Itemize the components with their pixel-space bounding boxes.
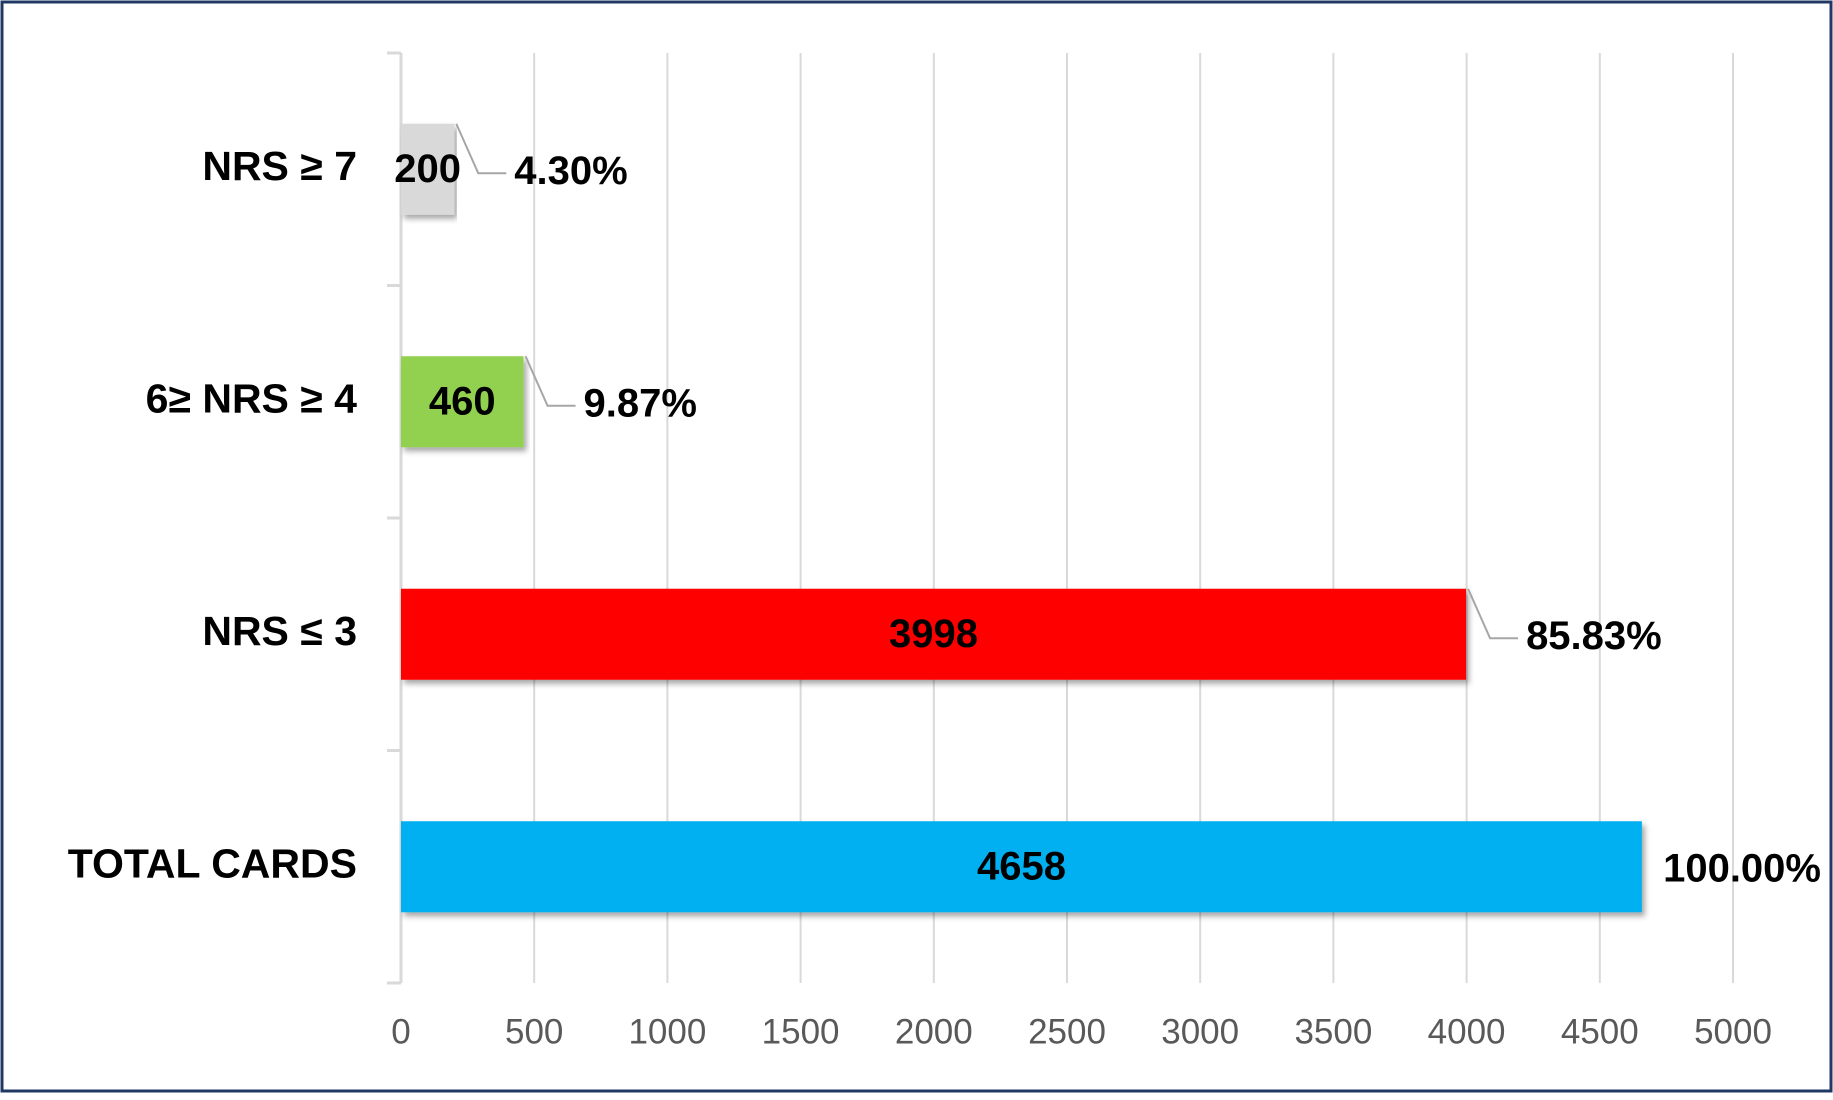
value-label: 200	[394, 147, 461, 191]
bar	[401, 123, 455, 215]
category-label: 6≥ NRS ≥ 4	[146, 376, 358, 422]
x-tick-label: 4000	[1428, 1012, 1506, 1051]
x-tick-label: 1500	[762, 1012, 840, 1051]
value-label: 3998	[889, 612, 978, 656]
x-tick-label: 5000	[1694, 1012, 1772, 1051]
bar	[401, 356, 524, 448]
leader-line	[455, 123, 507, 175]
x-tick-label: 4500	[1561, 1012, 1639, 1051]
x-tick-label: 2500	[1028, 1012, 1106, 1051]
x-tick-label: 0	[391, 1012, 410, 1051]
percent-label: 9.87%	[584, 381, 697, 425]
category-label: NRS ≤ 3	[202, 608, 357, 654]
value-label: 460	[429, 379, 496, 423]
leader-line	[524, 355, 576, 407]
percent-label: 100.00%	[1663, 846, 1821, 890]
bar	[401, 588, 1467, 680]
category-label: NRS ≥ 7	[202, 143, 357, 189]
x-tick-label: 3500	[1294, 1012, 1372, 1051]
category-label: TOTAL CARDS	[68, 841, 357, 887]
percent-label: 4.30%	[514, 149, 627, 193]
value-label: 4658	[977, 844, 1066, 888]
x-tick-label: 2000	[895, 1012, 973, 1051]
leader-line	[1467, 588, 1519, 640]
x-tick-label: 500	[505, 1012, 563, 1051]
bar	[401, 821, 1642, 913]
percent-label: 85.83%	[1526, 614, 1662, 658]
x-tick-label: 3000	[1161, 1012, 1239, 1051]
x-tick-label: 1000	[628, 1012, 706, 1051]
